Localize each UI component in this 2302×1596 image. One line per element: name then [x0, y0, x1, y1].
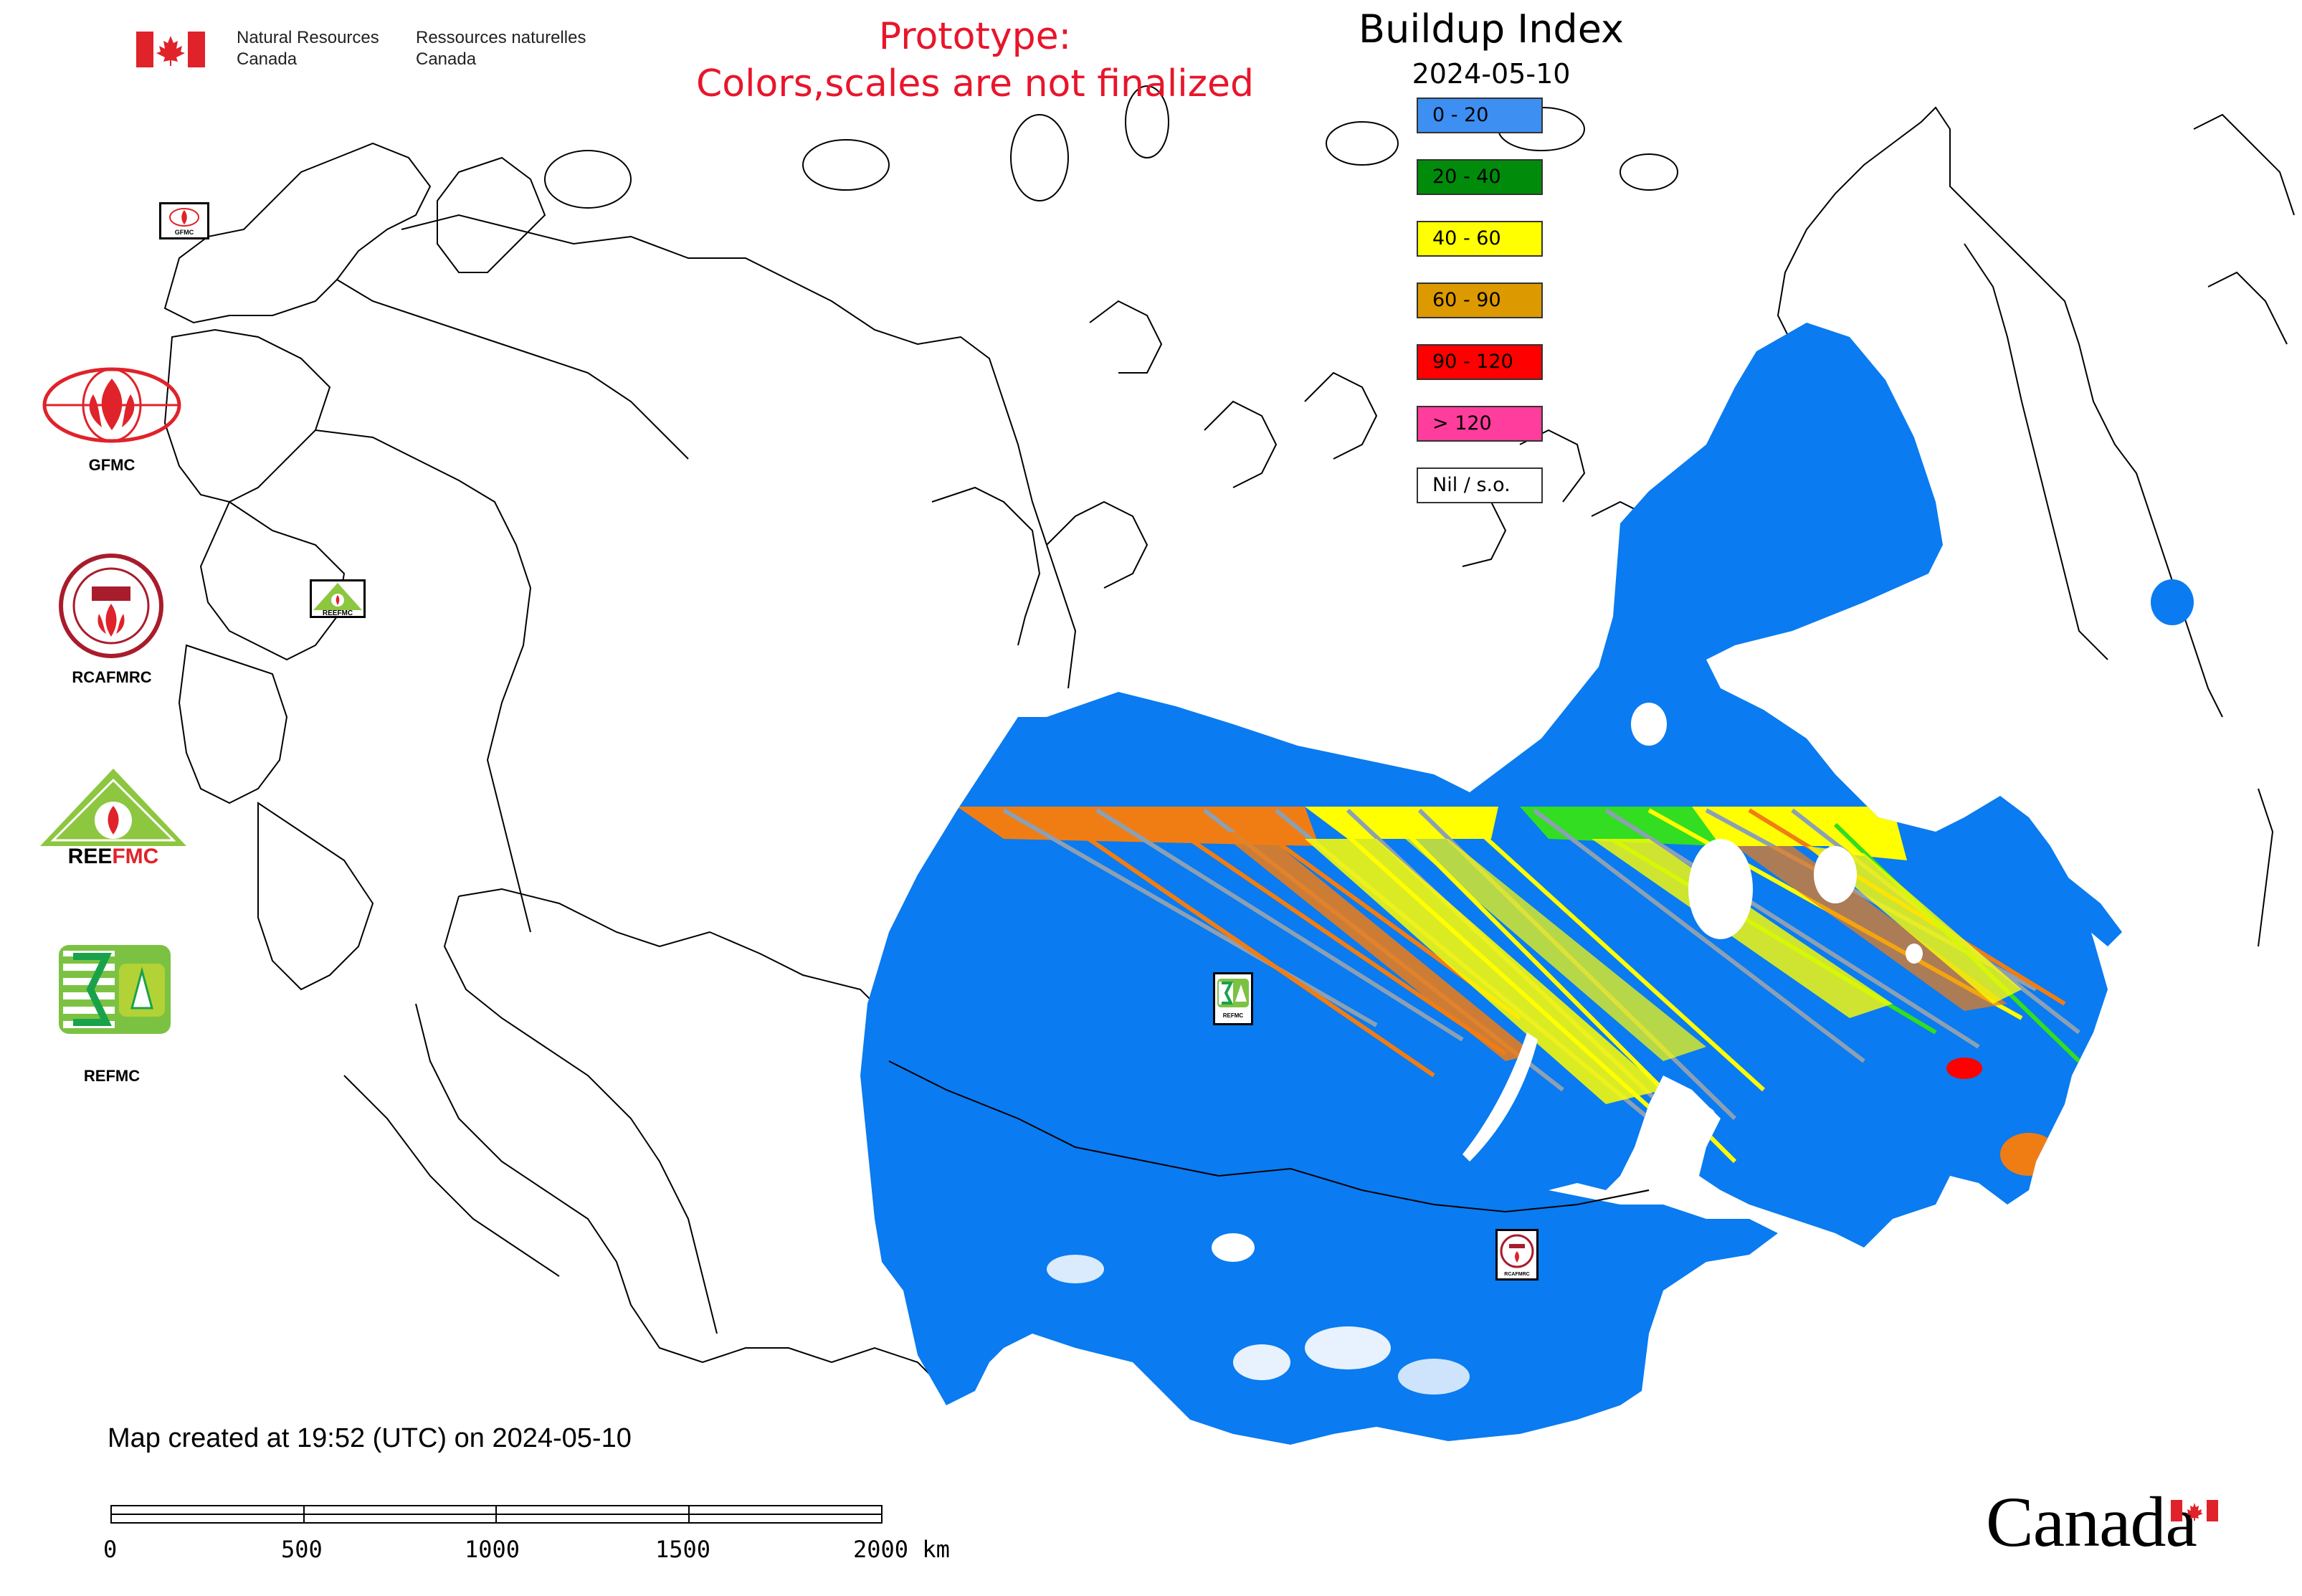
kamchatka-patch [2151, 579, 2194, 625]
legend-swatch-3: 60 - 90 [1417, 282, 1543, 318]
canada-wordmark-flag-icon [2171, 1500, 2218, 1521]
map-created-timestamp: Map created at 19:52 (UTC) on 2024-05-10 [108, 1423, 632, 1453]
sakhalin-patch [1993, 796, 2122, 946]
mongolia-border [888, 1060, 1650, 1213]
refmc-logo-icon [59, 945, 171, 1034]
legend-swatch-4: 90 - 120 [1417, 344, 1543, 380]
scale-label-2000: 2000 km [853, 1536, 950, 1563]
agency-label-refmc: REFMC [83, 1067, 141, 1085]
scale-label-1000: 1000 [465, 1536, 520, 1563]
legend-swatch-0: 0 - 20 [1417, 98, 1543, 133]
agency-label-gfmc: GFMC [88, 456, 135, 474]
legend-date: 2024-05-10 [1412, 58, 1571, 90]
legend-swatch-5: > 120 [1417, 406, 1543, 442]
canada-flag-icon [136, 32, 205, 67]
rcafmrc-marker-icon[interactable]: RCAFMRC [1495, 1229, 1538, 1281]
svg-text:REFMC: REFMC [1223, 1012, 1244, 1019]
scale-label-0: 0 [103, 1536, 118, 1563]
gfmc-logo-icon [42, 366, 182, 445]
prototype-warning: Prototype: Colors,scales are not finaliz… [695, 15, 1255, 105]
legend-swatch-1: 20 - 40 [1417, 159, 1543, 195]
refmc-marker-icon[interactable]: REFMC [1213, 972, 1253, 1025]
svg-text:REEFMC: REEFMC [323, 609, 353, 616]
reefmc-logo-icon: REEFMC [37, 766, 189, 868]
dept-name-fr: Ressources naturelles Canada [416, 28, 586, 69]
dept-name-en: Natural Resources Canada [237, 28, 379, 69]
canada-wordmark: Canada [1986, 1482, 2197, 1562]
svg-text:REEFMC: REEFMC [68, 845, 159, 868]
scale-label-1500: 1500 [655, 1536, 711, 1563]
reefmc-marker-icon[interactable]: REEFMC [310, 579, 366, 618]
agency-label-rcafmrc: RCAFMRC [72, 668, 152, 686]
gfmc-marker-icon[interactable]: GFMC [159, 202, 209, 239]
legend-swatch-6: Nil / s.o. [1417, 467, 1543, 503]
scale-bar [110, 1505, 883, 1524]
rcafmrc-logo-icon [57, 552, 165, 660]
legend-swatch-2: 40 - 60 [1417, 221, 1543, 257]
svg-text:RCAFMRC: RCAFMRC [1504, 1272, 1529, 1277]
legend-title: Buildup Index [1359, 6, 1624, 52]
svg-text:GFMC: GFMC [175, 229, 194, 236]
scale-label-500: 500 [281, 1536, 323, 1563]
